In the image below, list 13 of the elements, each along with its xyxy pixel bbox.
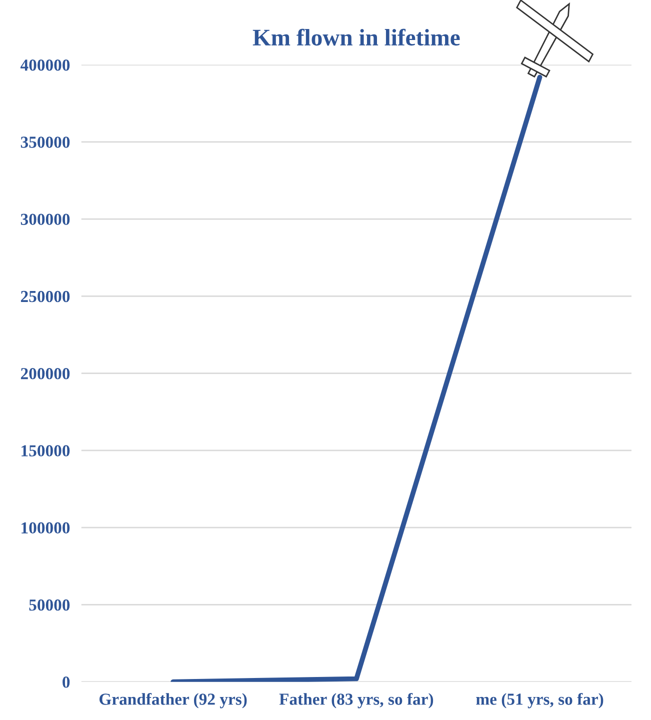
x-tick-label: me (51 yrs, so far) xyxy=(476,692,604,708)
y-tick-label: 250000 xyxy=(20,290,70,302)
x-tick-label: Father (83 yrs, so far) xyxy=(279,692,434,708)
x-tick-label: Grandfather (92 yrs) xyxy=(99,692,247,708)
y-tick-label: 100000 xyxy=(22,522,70,534)
y-tick-label: 150000 xyxy=(22,445,70,456)
y-tick-label: 200000 xyxy=(20,368,70,380)
y-tick-label: 300000 xyxy=(20,214,70,226)
chart-title: Km flown in lifetime xyxy=(252,28,460,46)
y-tick-label: 0 xyxy=(62,676,70,688)
y-tick-label: 400000 xyxy=(20,60,70,71)
y-tick-label: 350000 xyxy=(20,136,70,148)
y-tick-label: 50000 xyxy=(29,599,70,611)
